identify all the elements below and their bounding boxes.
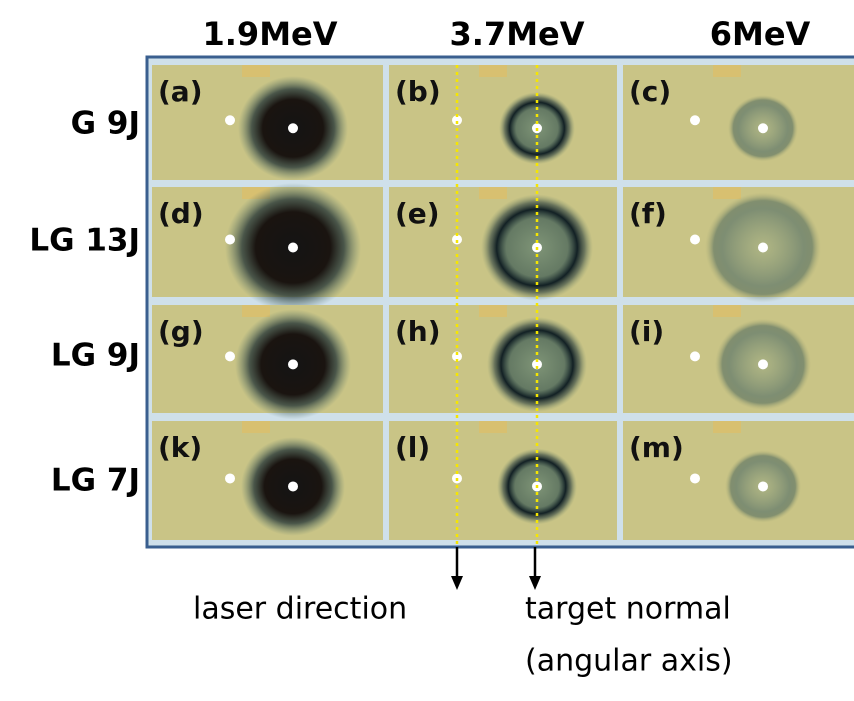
film-tab [713, 305, 741, 317]
row-label: LG 9J [51, 338, 140, 374]
panel-label: (k) [158, 431, 202, 464]
annotation: target normal [525, 592, 731, 627]
hole [225, 473, 235, 483]
film-tab [479, 305, 507, 317]
film-tab [242, 305, 270, 317]
panel-label: (b) [395, 75, 441, 108]
panel: (m) [623, 421, 854, 540]
hole [288, 481, 298, 491]
arrow-head [529, 576, 541, 590]
panel: (h) [389, 305, 617, 413]
panel: (e) [389, 187, 617, 301]
film-tab [713, 187, 741, 199]
film-tab [242, 65, 270, 77]
panel-label: (i) [629, 315, 664, 348]
hole [690, 351, 700, 361]
annotation: laser direction [193, 592, 407, 627]
panel: (k) [152, 421, 383, 540]
panel: (b) [389, 65, 617, 180]
panel: (f) [623, 187, 854, 303]
hole [225, 351, 235, 361]
hole [758, 481, 768, 491]
film-tab [479, 187, 507, 199]
column-header: 6MeV [710, 15, 811, 53]
arrow-head [451, 576, 463, 590]
panel-label: (m) [629, 431, 684, 464]
panel: (a) [152, 65, 383, 181]
film-tab [713, 421, 741, 433]
panel-label: (l) [395, 431, 430, 464]
figure: 1.9MeV 3.7MeV 6MeV (a) (b) (c) (d) (e) (f) (g)… [0, 0, 854, 701]
film-tab [713, 65, 741, 77]
panel-label: (e) [395, 197, 440, 230]
panel: (i) [623, 305, 854, 413]
column-header: 3.7MeV [450, 15, 585, 53]
hole [690, 115, 700, 125]
panel-label: (f) [629, 197, 667, 230]
panel-label: (g) [158, 315, 204, 348]
film-tab [242, 421, 270, 433]
panel: (l) [389, 421, 617, 540]
hole [225, 115, 235, 125]
film-tab [479, 65, 507, 77]
hole [758, 359, 768, 369]
hole [288, 123, 298, 133]
panel-label: (h) [395, 315, 441, 348]
hole [758, 243, 768, 253]
annotation: (angular axis) [525, 644, 733, 679]
panel: (g) [152, 305, 383, 420]
hole [288, 359, 298, 369]
row-label: LG 13J [29, 223, 140, 259]
panel-label: (d) [158, 197, 204, 230]
panel: (c) [623, 65, 854, 180]
hole [288, 243, 298, 253]
hole [690, 235, 700, 245]
panel: (d) [152, 183, 383, 312]
hole [690, 473, 700, 483]
row-label: G 9J [71, 106, 140, 142]
column-header: 1.9MeV [203, 15, 338, 53]
row-label: LG 7J [51, 463, 140, 499]
panel-label: (c) [629, 75, 671, 108]
hole [758, 123, 768, 133]
film-tab [479, 421, 507, 433]
hole [225, 235, 235, 245]
panel-label: (a) [158, 75, 203, 108]
